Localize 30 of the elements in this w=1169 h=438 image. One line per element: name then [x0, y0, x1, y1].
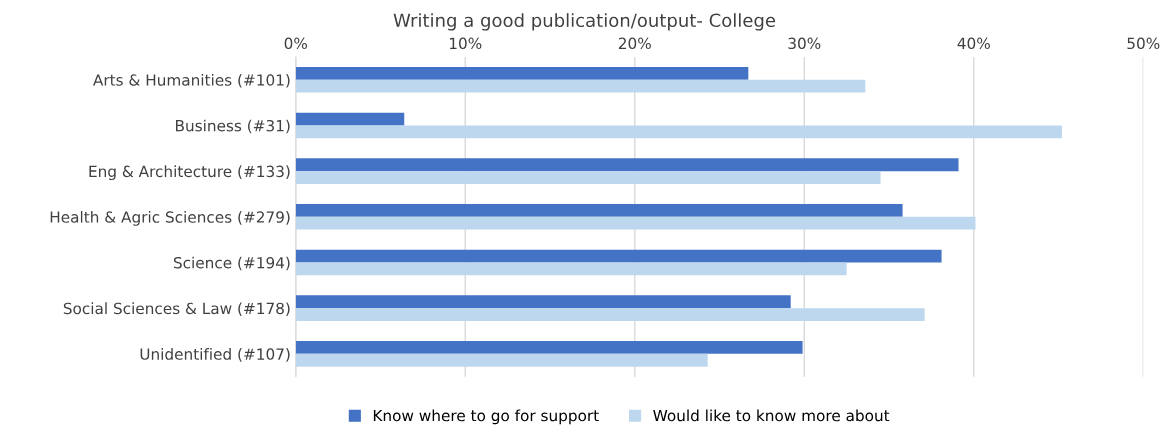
y-tick-label: Social Sciences & Law (#178) [63, 302, 290, 316]
bar [295, 295, 791, 309]
legend-label: Know where to go for support [373, 409, 599, 425]
bar [295, 171, 881, 184]
x-tick-label: 50% [1127, 37, 1160, 50]
y-tick-label: Business (#31) [176, 119, 290, 134]
bar [295, 341, 803, 354]
bar [295, 204, 903, 217]
x-tick-label: 10% [449, 37, 482, 50]
bar [295, 79, 866, 93]
x-tick-label: 40% [957, 37, 990, 50]
y-tick-label: Arts & Humanities (#101) [93, 73, 290, 88]
y-tick-label: Science (#194) [173, 256, 290, 271]
x-tick-label: 30% [788, 37, 821, 50]
y-tick-label: Eng & Architecture (#133) [89, 165, 290, 181]
x-tick-label: 20% [618, 37, 651, 50]
chart-title: Writing a good publication/output- College [393, 13, 776, 31]
x-tick-label: 0% [284, 37, 308, 50]
legend-label: Would like to know more about [653, 409, 890, 422]
bar [295, 216, 976, 230]
bar [295, 353, 708, 367]
bar [295, 262, 847, 276]
bar [295, 112, 405, 126]
bar [295, 125, 1062, 139]
bar [295, 308, 925, 321]
y-tick-label: Health & Agric Sciences (#279) [50, 211, 290, 226]
bar [295, 158, 959, 172]
bar [295, 249, 942, 263]
bar [295, 66, 749, 80]
y-tick-label: Unidentified (#107) [140, 348, 290, 362]
